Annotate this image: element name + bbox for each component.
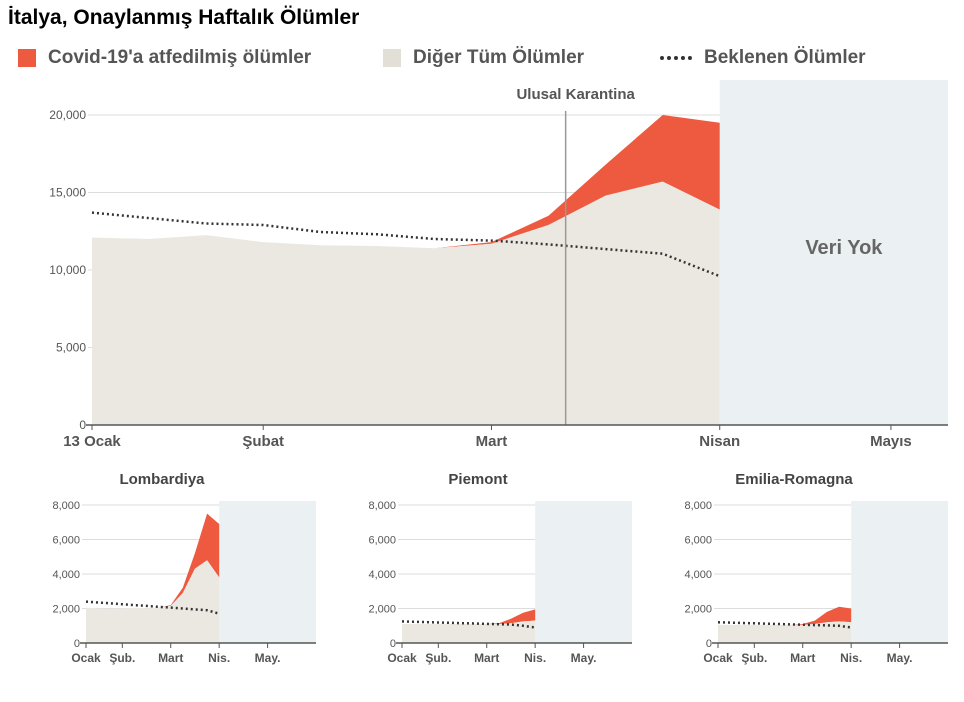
y-tick-label: 8,000	[684, 500, 712, 512]
lockdown-label: Ulusal Karantina	[516, 86, 635, 103]
other-deaths-area	[86, 560, 220, 643]
x-tick-label: 13 Ocak	[63, 433, 121, 450]
y-tick-label: 6,000	[52, 534, 80, 546]
chart-emilia-romagna: Emilia-Romagna 0 2,000 4,000 6,000 8,000 Ocak Ş…	[684, 471, 948, 665]
y-tick-label: 4,000	[368, 569, 396, 581]
covid-deaths-area	[86, 513, 220, 609]
legend-expected-label: Beklenen Ölümler	[704, 47, 866, 68]
chart-title: Piemont	[448, 471, 507, 488]
no-data-label: Veri Yok	[805, 237, 883, 259]
covid-deaths-area	[718, 606, 852, 625]
no-data-region	[535, 501, 632, 643]
x-tick-label: Ocak	[387, 651, 417, 665]
x-tick-label: May.	[255, 651, 281, 665]
y-tick-label: 4,000	[684, 569, 712, 581]
main-chart: 0 5,000 10,000 15,000 20,000 Veri Yok Ulusal K…	[49, 80, 948, 450]
other-deaths-area	[718, 621, 852, 643]
y-tick-label: 4,000	[52, 569, 80, 581]
expected-deaths-line	[85, 600, 220, 615]
y-tick-label: 20,000	[49, 108, 86, 122]
x-tick-label: Nis.	[524, 651, 546, 665]
expected-deaths-line	[717, 621, 852, 629]
y-tick-label: 6,000	[684, 534, 712, 546]
legend-covid: Covid-19'a atfedilmiş ölümler	[18, 44, 311, 72]
y-tick-label: 10,000	[49, 263, 86, 277]
no-data-region	[219, 501, 316, 643]
expected-deaths-line	[91, 211, 721, 278]
y-tick-label: 0	[706, 638, 712, 650]
other-deaths-area	[92, 181, 720, 425]
x-tick-label: Nis.	[208, 651, 230, 665]
x-tick-label: Mart	[790, 651, 815, 665]
x-tick-label: Ocak	[703, 651, 733, 665]
x-tick-label: Mart	[476, 433, 508, 450]
legend-expected: Beklenen Ölümler	[660, 44, 866, 72]
y-tick-label: 2,000	[684, 603, 712, 615]
chart-title: Emilia-Romagna	[735, 471, 853, 488]
legend-other: Diğer Tüm Ölümler	[383, 44, 584, 72]
y-tick-label: 0	[390, 638, 396, 650]
covid-deaths-area	[402, 609, 536, 624]
x-tick-label: May.	[887, 651, 913, 665]
covid-swatch	[18, 49, 36, 67]
x-tick-label: Şub.	[109, 651, 135, 665]
y-tick-label: 2,000	[368, 603, 396, 615]
x-tick-label: Mart	[158, 651, 183, 665]
x-tick-label: Nis.	[840, 651, 862, 665]
x-tick-label: Nisan	[699, 433, 740, 450]
y-tick-label: 8,000	[52, 500, 80, 512]
y-tick-label: 2,000	[52, 603, 80, 615]
x-tick-label: Şubat	[242, 433, 284, 450]
covid-deaths-area	[92, 115, 720, 249]
x-tick-label: Ocak	[71, 651, 101, 665]
x-tick-label: Mayıs	[870, 433, 912, 450]
x-tick-label: Şub.	[425, 651, 451, 665]
expected-dotted-line-icon	[660, 56, 692, 60]
chart-lombardiya: Lombardiya 0 2,000 4,000 6,000 8,000 Ocak Şub. M…	[52, 471, 316, 665]
chart-title: Lombardiya	[119, 471, 205, 488]
x-tick-label: May.	[571, 651, 597, 665]
y-tick-label: 8,000	[368, 500, 396, 512]
x-tick-label: Mart	[474, 651, 499, 665]
legend-other-label: Diğer Tüm Ölümler	[413, 47, 585, 68]
no-data-region	[851, 501, 948, 643]
other-swatch	[383, 49, 401, 67]
other-deaths-area	[402, 620, 536, 643]
page-title: İtalya, Onaylanmış Haftalık Ölümler	[8, 6, 360, 29]
y-tick-label: 15,000	[49, 186, 86, 200]
expected-deaths-line	[401, 620, 536, 629]
y-tick-label: 0	[74, 638, 80, 650]
y-tick-label: 5,000	[56, 341, 86, 355]
legend-covid-label: Covid-19'a atfedilmiş ölümler	[48, 47, 312, 68]
y-tick-label: 6,000	[368, 534, 396, 546]
chart-piemont: Piemont 0 2,000 4,000 6,000 8,000 Ocak Şub. Mart…	[368, 471, 632, 665]
y-tick-label: 0	[79, 418, 86, 432]
no-data-region	[719, 80, 948, 425]
x-tick-label: Şub.	[741, 651, 767, 665]
